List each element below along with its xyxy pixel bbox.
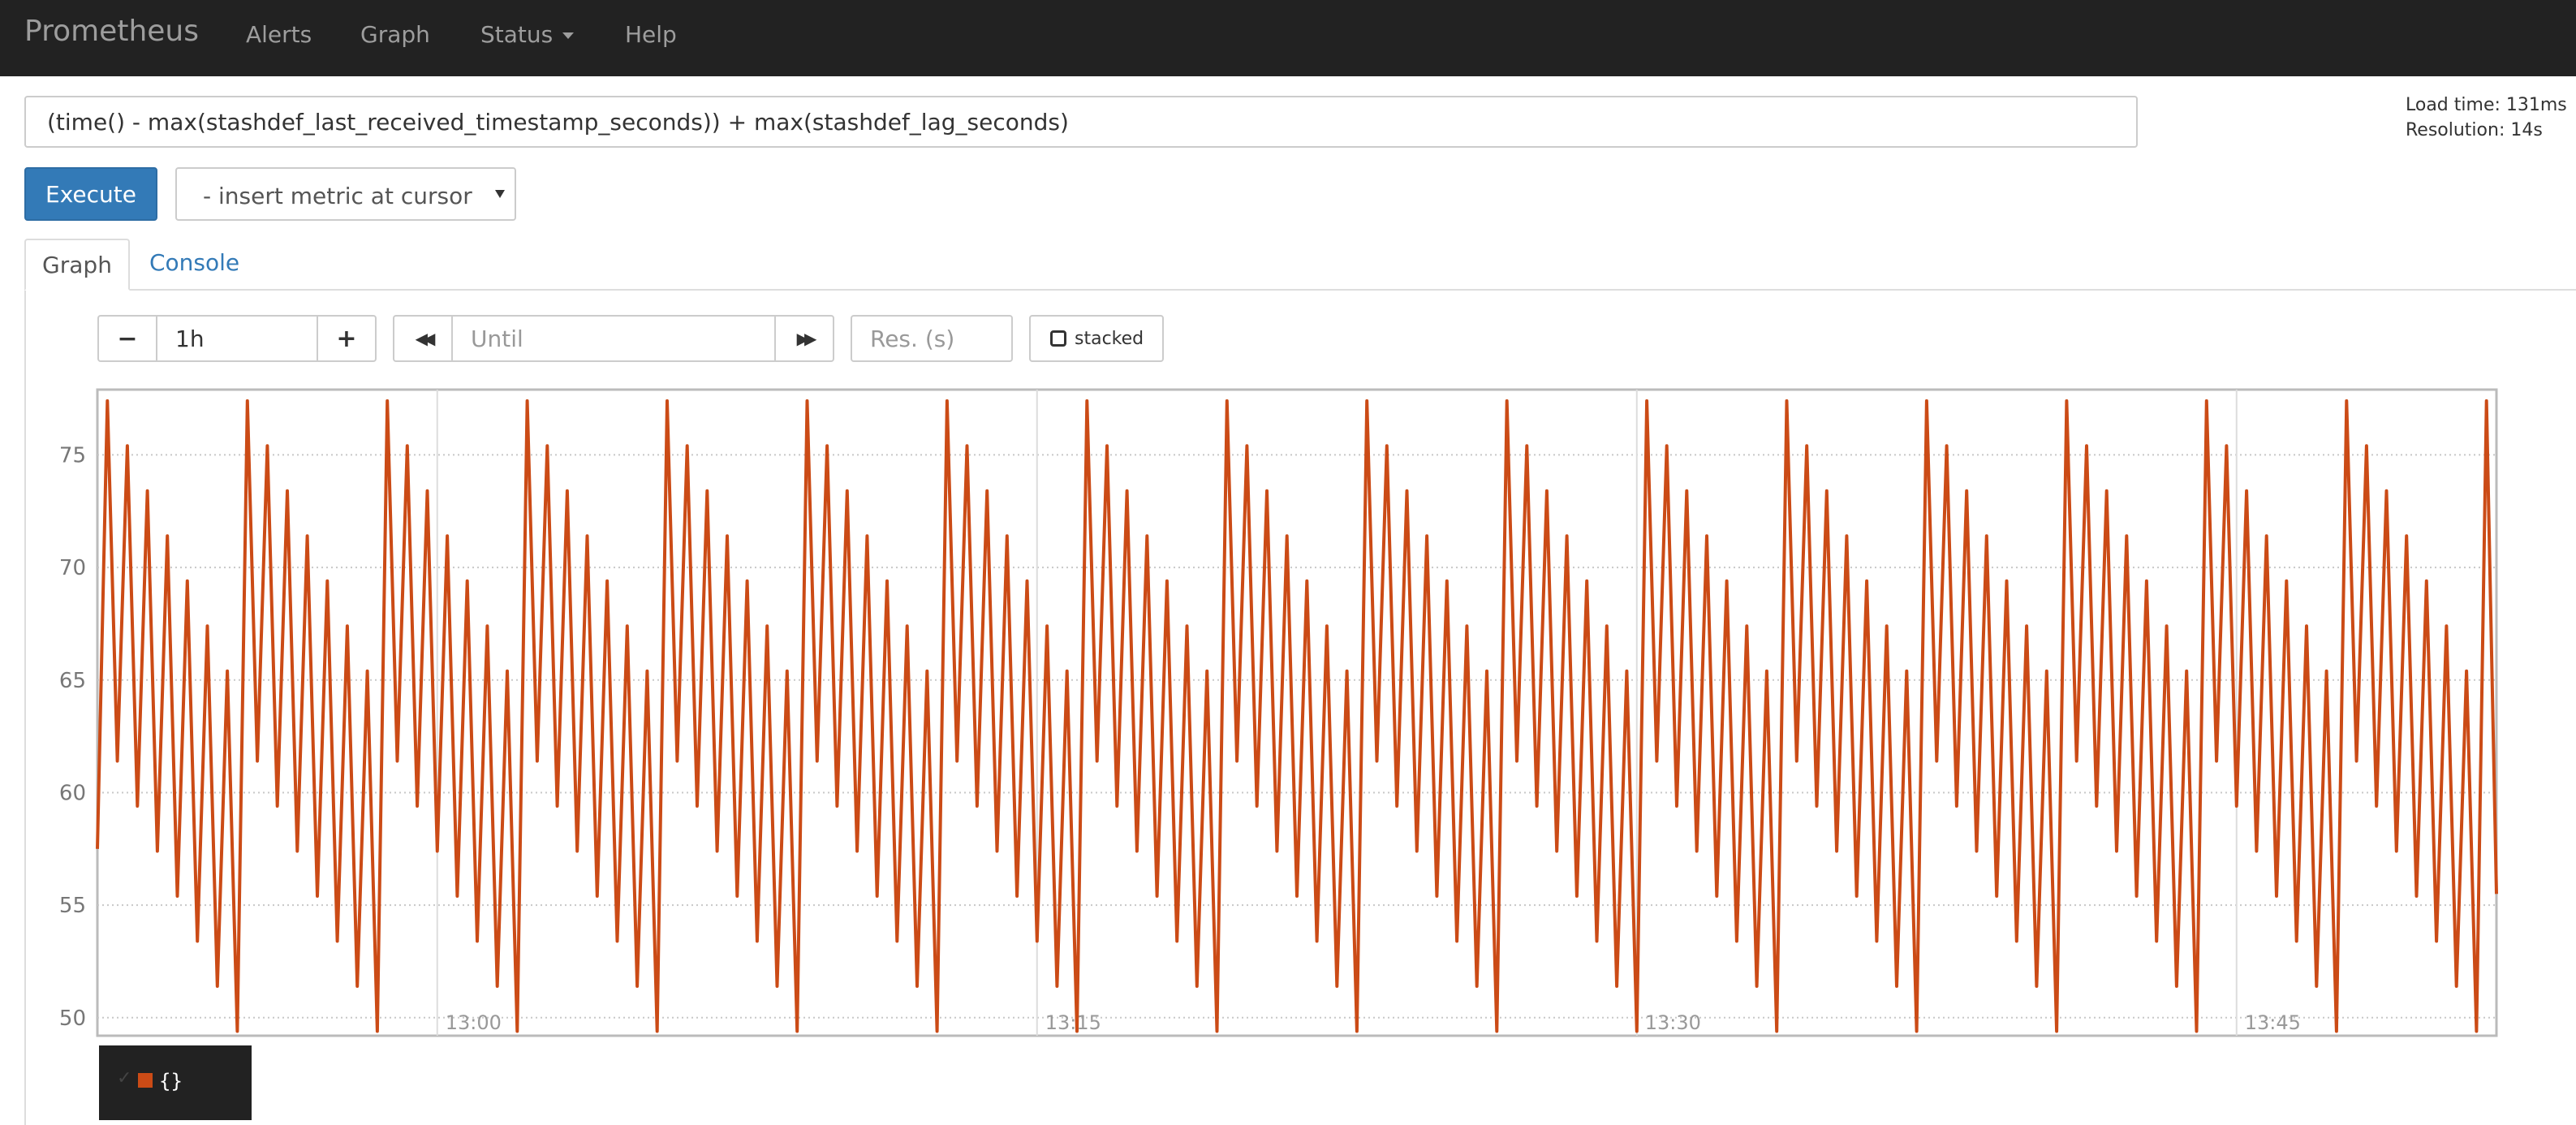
x-tick-label: 13:15 [1045, 1011, 1101, 1034]
insert-metric-select[interactable]: - insert metric at cursor [175, 167, 516, 221]
tab-console[interactable]: Console [149, 249, 240, 276]
load-info: Load time: 131ms Resolution: 14s [2406, 93, 2567, 143]
x-tick-label: 13:45 [2245, 1011, 2301, 1034]
legend-label[interactable]: {} [159, 1070, 183, 1093]
until-placeholder: Until [471, 325, 523, 352]
nav-help[interactable]: Help [625, 21, 677, 48]
resolution: Resolution: 14s [2406, 120, 2543, 140]
resolution-placeholder: Res. (s) [870, 325, 955, 352]
caret-down-icon [562, 32, 575, 39]
legend-swatch [138, 1073, 153, 1088]
legend: ✓ {} [99, 1045, 252, 1120]
stacked-toggle[interactable]: stacked [1029, 315, 1164, 362]
range-increase-button[interactable]: + [317, 315, 377, 362]
y-tick-label: 60 [59, 781, 86, 805]
graph-panel [24, 289, 2576, 1125]
backward-icon[interactable]: ◀◀ [393, 315, 453, 362]
load-time: Load time: 131ms [2406, 95, 2567, 115]
navbar: Prometheus Alerts Graph Status Help [0, 0, 2576, 76]
select-arrow-icon [495, 190, 505, 198]
plot-area [96, 388, 2498, 1037]
x-tick-label: 13:30 [1645, 1011, 1701, 1034]
tab-graph[interactable]: Graph [24, 239, 130, 291]
execute-button[interactable]: Execute [24, 167, 157, 221]
range-decrease-button[interactable]: − [97, 315, 157, 362]
resolution-input[interactable]: Res. (s) [851, 315, 1013, 362]
y-tick-label: 65 [59, 669, 86, 693]
nav-graph[interactable]: Graph [360, 21, 430, 48]
range-input[interactable]: 1h [156, 315, 318, 362]
series-line [96, 399, 2498, 1033]
line-chart: 50 55 60 65 70 75 13:00 13:15 13:30 13:45 [59, 388, 2498, 1037]
stacked-label: stacked [1075, 328, 1144, 349]
y-tick-label: 50 [59, 1006, 86, 1031]
check-icon: ✓ [117, 1068, 132, 1088]
tab-divider [24, 289, 2576, 291]
forward-icon[interactable]: ▶▶ [774, 315, 834, 362]
nav-status-label: Status [480, 21, 554, 48]
x-tick-label: 13:00 [446, 1011, 502, 1034]
y-tick-label: 55 [59, 894, 86, 918]
checkbox-icon [1050, 330, 1066, 347]
brand-logo[interactable]: Prometheus [24, 15, 199, 48]
nav-status[interactable]: Status [480, 21, 575, 48]
nav-alerts[interactable]: Alerts [246, 21, 312, 48]
y-tick-label: 70 [59, 556, 86, 580]
y-tick-label: 75 [59, 443, 86, 468]
expression-input[interactable]: (time() - max(stashdef_last_received_tim… [24, 96, 2138, 148]
